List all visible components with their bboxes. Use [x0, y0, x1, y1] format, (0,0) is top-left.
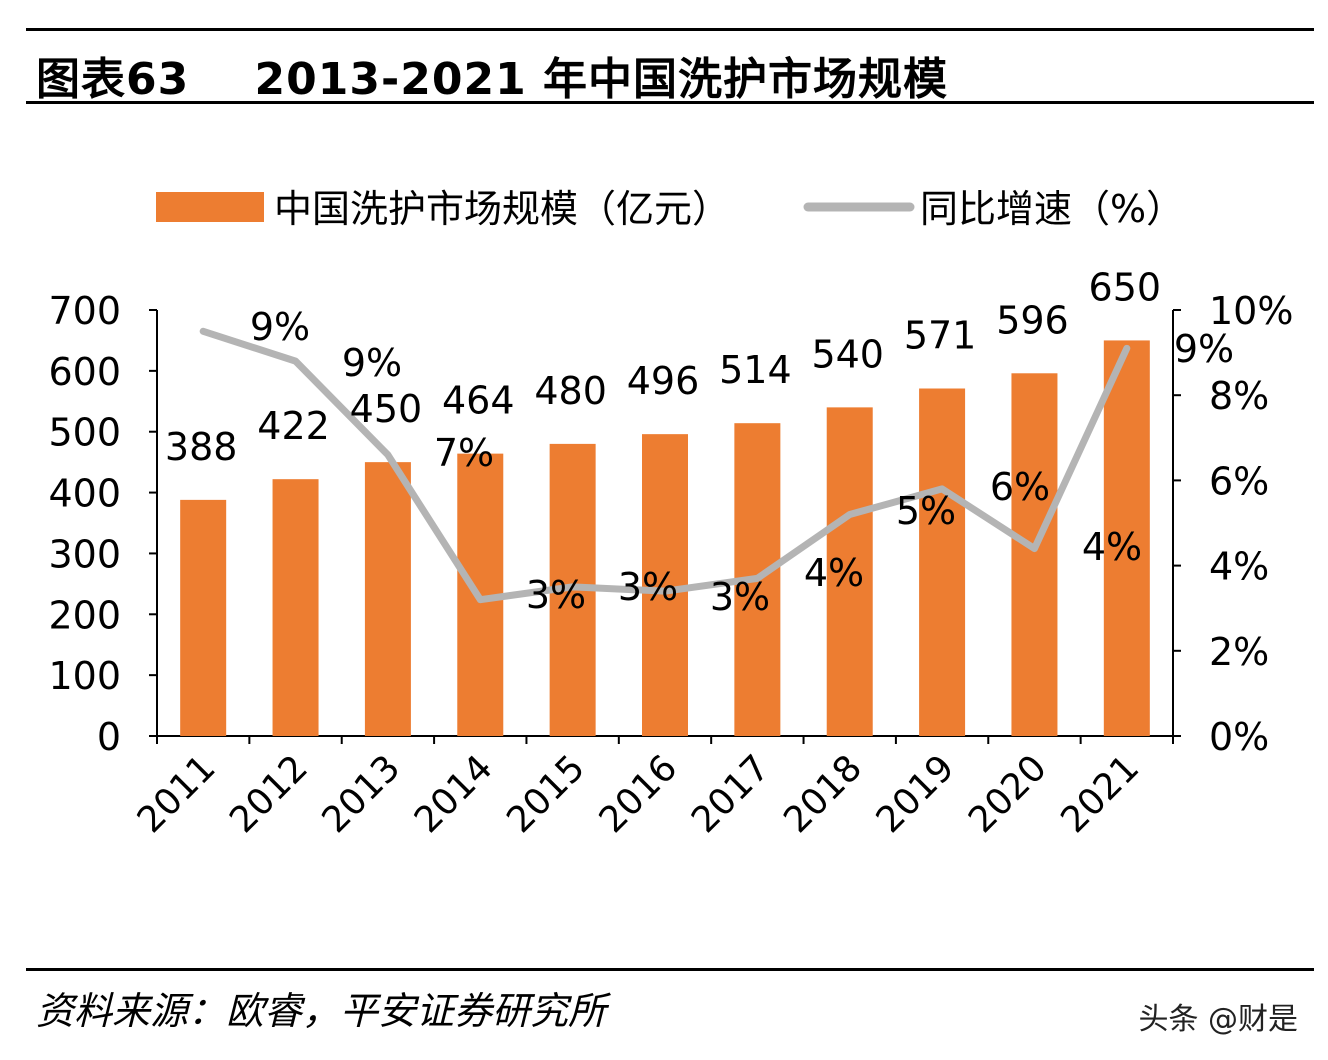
- bar: [1011, 373, 1058, 736]
- figure-number: 图表63: [36, 54, 190, 105]
- bar-value-label: 514: [719, 348, 792, 392]
- y-left-tick-label: 200: [48, 593, 121, 637]
- x-tick-label: 2021: [1053, 747, 1147, 841]
- y-left-tick-label: 0: [97, 715, 121, 759]
- bar-series: [180, 340, 1150, 736]
- line-value-label: 4%: [1082, 525, 1142, 569]
- line-value-label: 3%: [710, 575, 770, 619]
- x-tick-label: 2017: [684, 747, 778, 841]
- bar-value-label: 388: [165, 425, 238, 469]
- line-series: [199, 327, 1131, 604]
- bar-value-label: 540: [811, 332, 884, 376]
- footer-rule: [26, 968, 1314, 971]
- y-left-tick-label: 700: [48, 289, 121, 333]
- source-note: 资料来源：欧睿，平安证券研究所: [36, 989, 607, 1033]
- line-value-label: 3%: [618, 565, 678, 609]
- bar-value-label: 496: [627, 359, 700, 403]
- bar: [364, 462, 411, 736]
- bar-value-label: 571: [904, 314, 977, 358]
- line-value-label: 9%: [1174, 327, 1234, 371]
- legend-line-label: 同比增速（%）: [920, 187, 1184, 231]
- bar-value-label: 450: [350, 387, 423, 431]
- x-tick-label: 2016: [592, 747, 686, 841]
- line-value-label: 5%: [896, 489, 956, 533]
- x-tick-label: 2015: [499, 747, 593, 841]
- x-tick-label: 2020: [961, 747, 1055, 841]
- x-tick-label: 2011: [130, 747, 224, 841]
- bar: [642, 434, 688, 736]
- bar: [826, 407, 873, 736]
- y-left-tick-label: 300: [48, 532, 121, 576]
- page-title: 图表63 2013-2021 年中国洗护市场规模: [36, 43, 948, 107]
- bar-value-label: 480: [534, 369, 607, 413]
- y-left-tick-label: 100: [48, 654, 121, 698]
- x-tick-label: 2019: [869, 747, 963, 841]
- bar-value-label: 422: [257, 404, 330, 448]
- x-tick-label: 2013: [314, 747, 408, 841]
- x-tick-label: 2018: [776, 747, 870, 841]
- y-left-tick-label: 400: [48, 472, 121, 516]
- y-left-tick-label: 600: [48, 350, 121, 394]
- bar-value-label: 464: [442, 379, 515, 423]
- y-right-tick-label: 10%: [1209, 289, 1293, 333]
- bar: [272, 479, 319, 736]
- y-right-tick-label: 6%: [1209, 459, 1269, 503]
- y-left-tick-label: 500: [48, 411, 121, 455]
- combo-chart: 中国洗护市场规模（亿元） 同比增速（%） 0 100 200 300 400 500 600…: [48, 187, 1293, 841]
- bar-value-label: 596: [996, 298, 1069, 342]
- bar: [1103, 340, 1150, 736]
- legend: 中国洗护市场规模（亿元） 同比增速（%）: [156, 187, 1184, 231]
- y-right-tick-label: 4%: [1209, 545, 1269, 589]
- watermark: 头条 @财是: [1138, 1002, 1298, 1037]
- line-value-label: 7%: [434, 431, 494, 475]
- x-tick-label: 2012: [222, 747, 316, 841]
- bar-value-label: 650: [1089, 265, 1162, 309]
- chart-title: 2013-2021 年中国洗护市场规模: [254, 54, 949, 105]
- y-right-tick-label: 0%: [1209, 715, 1269, 759]
- line-value-label: 9%: [250, 305, 310, 349]
- line-value-label: 6%: [990, 465, 1050, 509]
- y-right-tick-label: 2%: [1209, 630, 1269, 674]
- bar: [919, 388, 966, 736]
- bar: [180, 499, 227, 736]
- line-value-label: 9%: [342, 341, 402, 385]
- legend-bar-swatch: [156, 192, 264, 222]
- x-tick-label: 2014: [407, 747, 501, 841]
- data-labels: 388 422 450 464 480 496 514 540 571 596 650 9% 9% 7% 3…: [165, 265, 1234, 619]
- line-value-label: 4%: [804, 551, 864, 595]
- title-bar: 图表63 2013-2021 年中国洗护市场规模: [26, 28, 1314, 107]
- legend-bar-label: 中国洗护市场规模（亿元）: [274, 187, 730, 231]
- line-value-label: 3%: [526, 573, 586, 617]
- y-right-tick-label: 8%: [1209, 374, 1269, 418]
